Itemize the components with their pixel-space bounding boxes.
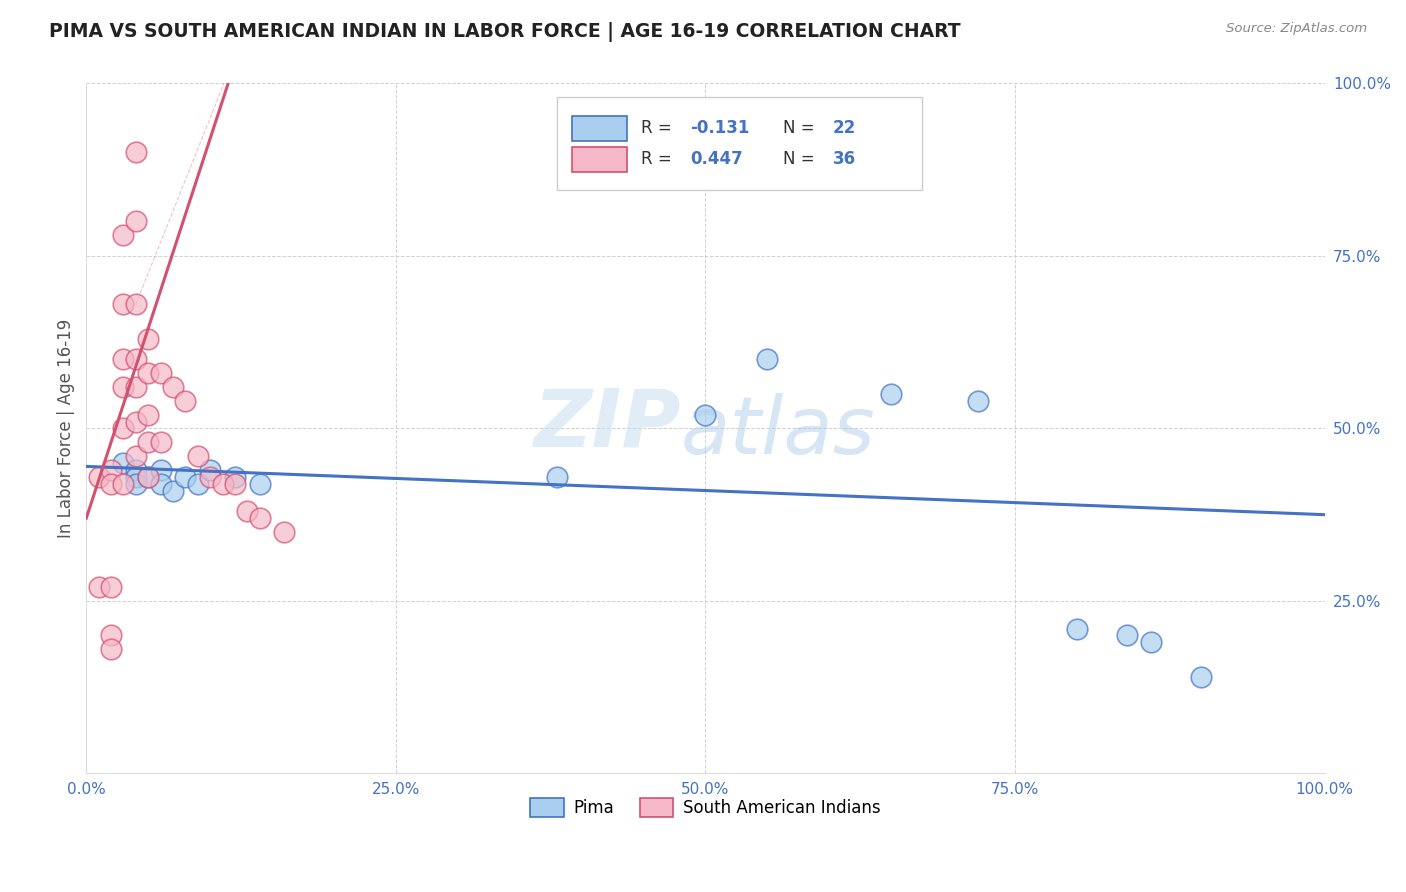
Point (249, 476, 271, 491)
Text: 22: 22 (832, 120, 856, 137)
Point (273, 524, 295, 539)
Point (125, 214, 148, 228)
Text: 0.447: 0.447 (690, 151, 744, 169)
Point (125, 145, 148, 160)
Point (149, 476, 172, 491)
Point (112, 352, 135, 367)
FancyBboxPatch shape (572, 147, 627, 172)
Point (224, 469, 246, 483)
Point (112, 380, 135, 394)
Point (967, 393, 990, 408)
Point (87, 580, 110, 594)
Point (112, 297, 135, 311)
Point (136, 408, 159, 422)
Point (125, 297, 148, 311)
FancyBboxPatch shape (572, 116, 627, 141)
Y-axis label: In Labor Force | Age 16-19: In Labor Force | Age 16-19 (58, 318, 75, 538)
Point (1066, 622, 1088, 636)
Text: R =: R = (641, 151, 678, 169)
Point (136, 469, 159, 483)
Point (112, 228, 135, 243)
Point (136, 332, 159, 346)
Text: R =: R = (641, 120, 678, 137)
Point (125, 463, 148, 477)
Point (695, 408, 717, 422)
Point (112, 456, 135, 470)
Point (249, 511, 271, 525)
Point (149, 463, 172, 477)
Point (162, 483, 184, 498)
Point (224, 476, 246, 491)
Text: atlas: atlas (681, 392, 876, 471)
Point (112, 421, 135, 435)
Point (136, 435, 159, 450)
Point (125, 352, 148, 367)
Point (125, 476, 148, 491)
Text: Source: ZipAtlas.com: Source: ZipAtlas.com (1226, 22, 1367, 36)
Point (1140, 635, 1163, 649)
Point (136, 469, 159, 483)
Text: 36: 36 (832, 151, 856, 169)
Point (100, 476, 122, 491)
Text: ZIP: ZIP (533, 386, 681, 464)
Point (756, 352, 779, 367)
Text: -0.131: -0.131 (690, 120, 749, 137)
Text: PIMA VS SOUTH AMERICAN INDIAN IN LABOR FORCE | AGE 16-19 CORRELATION CHART: PIMA VS SOUTH AMERICAN INDIAN IN LABOR F… (49, 22, 960, 42)
Point (174, 469, 197, 483)
Point (149, 435, 172, 450)
Point (546, 469, 568, 483)
Point (125, 380, 148, 394)
Point (112, 476, 135, 491)
Text: N =: N = (783, 120, 820, 137)
Point (880, 387, 903, 401)
Point (211, 476, 233, 491)
Point (87, 469, 110, 483)
Point (100, 628, 122, 642)
Point (162, 380, 184, 394)
Point (187, 476, 209, 491)
Point (100, 580, 122, 594)
Legend: Pima, South American Indians: Pima, South American Indians (524, 791, 887, 823)
Point (100, 642, 122, 657)
Text: N =: N = (783, 151, 820, 169)
Point (125, 415, 148, 429)
Point (1189, 670, 1212, 684)
Point (136, 366, 159, 380)
Point (187, 449, 209, 463)
Point (1115, 628, 1137, 642)
Point (100, 463, 122, 477)
Point (125, 449, 148, 463)
Point (125, 469, 148, 483)
FancyBboxPatch shape (557, 97, 922, 190)
Point (198, 463, 221, 477)
Point (236, 504, 259, 518)
Point (198, 469, 221, 483)
Point (149, 366, 172, 380)
Point (174, 393, 197, 408)
